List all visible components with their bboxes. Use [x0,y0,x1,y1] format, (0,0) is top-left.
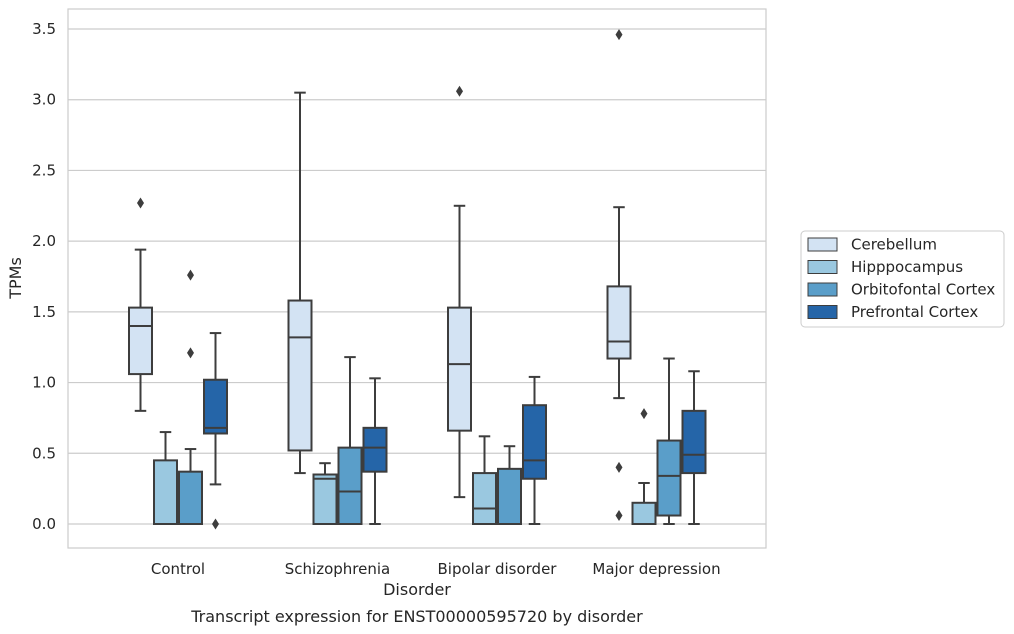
y-tick-label: 2.0 [32,232,56,250]
box-iqr [287,299,313,452]
box [153,431,178,526]
outlier-point [615,510,623,522]
box [128,197,153,412]
box [606,29,632,522]
legend-label: Hipppocampus [851,258,963,276]
y-tick-labels: 0.0 0.5 1.0 1.5 2.0 2.5 3.0 3.5 [32,20,56,533]
box-iqr [178,470,203,525]
box-iqr [203,378,228,435]
plot-frame [67,8,767,549]
box-iqr [522,404,547,480]
box-iqr [447,306,472,432]
box-iqr [312,473,338,525]
y-tick-label: 1.5 [32,303,56,321]
y-axis-label: TPMs [6,257,25,300]
outlier-point [615,29,623,41]
y-tick-label: 0.0 [32,515,56,533]
box-series [128,29,707,530]
legend-label: Prefrontal Cortex [851,303,978,321]
legend-label: Orbitofontal Cortex [851,281,995,299]
outlier-point [640,408,648,420]
legend-swatch [807,282,838,297]
box [337,356,363,525]
outlier-point [187,347,194,359]
outlier-point [456,85,463,97]
outlier-point [212,518,219,530]
x-tick-label: Major depression [592,560,720,578]
x-tick-label: Control [151,560,205,578]
legend-frame [800,230,1005,328]
box [312,462,338,525]
box-iqr [128,306,153,376]
x-axis-label: Disorder [383,580,451,599]
box-iqr [497,467,522,526]
y-tick-label: 3.0 [32,91,56,109]
x-tick-label: Schizophrenia [285,560,390,578]
y-tick-label: 0.5 [32,444,56,462]
chart-caption: Transcript expression for ENST0000059572… [190,607,643,626]
box-iqr [606,285,632,360]
outlier-point [137,197,144,209]
box [287,91,313,475]
box-iqr [153,459,178,526]
outlier-point [615,461,623,473]
box [362,377,388,525]
x-tick-label: Bipolar disorder [438,560,558,578]
box [472,435,497,526]
plot-area [68,9,766,548]
box [497,445,522,526]
legend-swatch [807,237,838,252]
box-iqr [362,426,388,473]
box [656,357,682,525]
legend: Cerebellum Hipppocampus Orbitofontal Corte… [800,230,1005,328]
legend-swatch [807,305,838,319]
outlier-point [187,269,194,281]
box-iqr [337,446,363,525]
box [631,408,657,525]
y-tick-label: 1.0 [32,374,56,392]
box [178,269,203,525]
box [681,370,707,525]
box [203,332,228,530]
legend-label: Cerebellum [851,236,937,254]
box-iqr [681,409,707,475]
box-iqr [472,472,497,526]
box [522,375,547,525]
box-iqr [631,501,657,525]
box-iqr [656,439,682,517]
x-tick-labels: Control Schizophrenia Bipolar disorder Majo… [151,560,721,578]
y-tick-label: 3.5 [32,20,56,38]
y-tick-label: 2.5 [32,161,56,179]
box [447,85,472,499]
legend-swatch [807,260,838,274]
